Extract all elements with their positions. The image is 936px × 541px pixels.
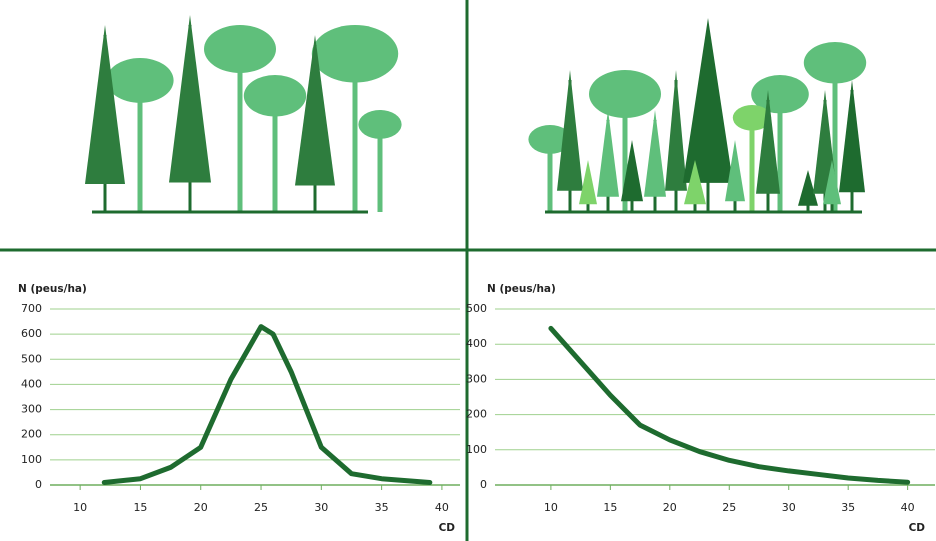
conifer-crown bbox=[85, 25, 125, 184]
conifer-crown bbox=[665, 70, 687, 191]
x-tick-label: 20 bbox=[194, 501, 208, 514]
tree-trunk bbox=[353, 61, 358, 212]
x-tick-label: 10 bbox=[544, 501, 558, 514]
x-tick-label: 15 bbox=[133, 501, 147, 514]
tree-trunk bbox=[138, 86, 143, 212]
y-tick-label: 0 bbox=[480, 478, 487, 491]
tree-trunk bbox=[778, 99, 783, 212]
x-tick-label: 15 bbox=[603, 501, 617, 514]
y-tick-label: 300 bbox=[466, 372, 487, 385]
y-tick-label: 100 bbox=[466, 443, 487, 456]
x-tick-label: 30 bbox=[314, 501, 328, 514]
x-tick-label: 30 bbox=[782, 501, 796, 514]
tree-trunk bbox=[750, 121, 755, 212]
x-tick-label: 35 bbox=[375, 501, 389, 514]
broadleaf-crown bbox=[312, 25, 398, 83]
x-axis-title: CD bbox=[909, 522, 926, 534]
tree-trunk bbox=[273, 101, 278, 212]
y-tick-label: 600 bbox=[21, 327, 42, 340]
data-line bbox=[551, 328, 908, 482]
y-tick-label: 400 bbox=[466, 337, 487, 350]
broadleaf-crown bbox=[244, 75, 306, 117]
y-tick-label: 300 bbox=[21, 403, 42, 416]
broadleaf-crown bbox=[804, 42, 866, 84]
conifer-crown bbox=[839, 80, 865, 192]
x-tick-label: 20 bbox=[663, 501, 677, 514]
y-tick-label: 700 bbox=[21, 302, 42, 315]
x-tick-label: 40 bbox=[901, 501, 915, 514]
broadleaf-crown bbox=[204, 25, 276, 73]
y-tick-label: 400 bbox=[21, 377, 42, 390]
y-axis-title: N (peus/ha) bbox=[487, 283, 556, 295]
y-tick-label: 500 bbox=[21, 352, 42, 365]
conifer-crown bbox=[169, 15, 211, 182]
tree-trunk bbox=[378, 128, 383, 212]
figure: 010020030040050060070010152025303540N (p… bbox=[0, 0, 936, 541]
tree-trunk bbox=[238, 55, 243, 212]
broadleaf-crown bbox=[106, 58, 173, 103]
x-tick-label: 25 bbox=[722, 501, 736, 514]
y-tick-label: 200 bbox=[21, 428, 42, 441]
broadleaf-crown bbox=[589, 70, 661, 118]
x-tick-label: 35 bbox=[841, 501, 855, 514]
broadleaf-crown bbox=[358, 110, 401, 139]
page: {"chart_data": [ {"type": "line", "y_lab… bbox=[0, 0, 936, 541]
x-axis-title: CD bbox=[439, 522, 456, 534]
conifer-crown bbox=[597, 110, 619, 197]
conifer-crown bbox=[683, 18, 733, 183]
x-tick-label: 40 bbox=[435, 501, 449, 514]
data-line bbox=[104, 327, 430, 483]
x-tick-label: 25 bbox=[254, 501, 268, 514]
y-tick-label: 500 bbox=[466, 302, 487, 315]
forest-illustrations bbox=[85, 15, 866, 212]
y-tick-label: 100 bbox=[21, 453, 42, 466]
conifer-crown bbox=[644, 110, 666, 197]
y-tick-label: 0 bbox=[35, 478, 42, 491]
y-axis-title: N (peus/ha) bbox=[18, 283, 87, 295]
x-tick-label: 10 bbox=[73, 501, 87, 514]
y-tick-label: 200 bbox=[466, 408, 487, 421]
